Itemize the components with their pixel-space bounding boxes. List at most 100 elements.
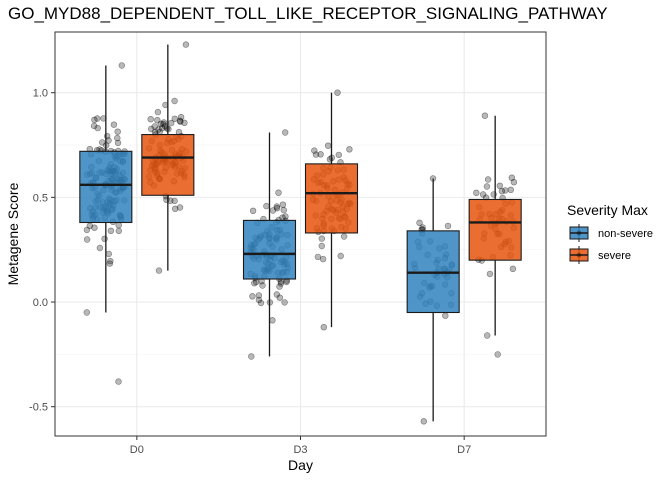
data-point bbox=[163, 125, 171, 132]
data-point bbox=[275, 189, 282, 196]
data-point bbox=[91, 224, 98, 231]
data-point bbox=[248, 353, 255, 360]
axes: -0.5 0.0 0.5 1.0 D0 D3 D7 bbox=[29, 88, 471, 456]
data-point bbox=[509, 265, 517, 272]
data-point bbox=[337, 252, 344, 260]
data-point bbox=[90, 122, 98, 130]
data-point bbox=[324, 142, 332, 149]
data-point bbox=[249, 293, 256, 300]
data-point bbox=[158, 124, 166, 132]
data-point bbox=[420, 418, 427, 425]
data-point bbox=[176, 204, 184, 211]
data-point bbox=[96, 244, 104, 252]
data-point bbox=[263, 202, 270, 210]
data-point bbox=[486, 270, 494, 278]
legend: Severity Max non-severe severe bbox=[567, 202, 653, 264]
legend-items: non-severe severe bbox=[569, 224, 653, 264]
y-axis-title: Metagene Score bbox=[5, 182, 21, 285]
box-non-severe-D7 bbox=[406, 178, 460, 422]
data-point bbox=[282, 129, 289, 136]
grid bbox=[55, 32, 546, 436]
data-point bbox=[282, 213, 289, 220]
data-point bbox=[269, 317, 276, 324]
data-point bbox=[101, 235, 108, 243]
data-point bbox=[151, 123, 158, 130]
data-point bbox=[259, 282, 266, 289]
data-point bbox=[419, 224, 426, 231]
data-point bbox=[273, 205, 281, 212]
data-point bbox=[483, 183, 491, 190]
data-point bbox=[115, 222, 122, 229]
box-severe-D0 bbox=[141, 44, 195, 271]
chart-title: GO_MYD88_DEPENDENT_TOLL_LIKE_RECEPTOR_SI… bbox=[8, 4, 608, 23]
data-point bbox=[114, 139, 122, 147]
data-point bbox=[340, 233, 348, 240]
data-point bbox=[154, 108, 162, 116]
data-point bbox=[314, 253, 322, 261]
box-non-severe-D3 bbox=[242, 132, 297, 357]
data-point bbox=[107, 227, 115, 235]
data-point bbox=[171, 97, 178, 105]
data-point bbox=[177, 113, 185, 121]
data-point bbox=[114, 134, 121, 142]
box-body bbox=[242, 219, 297, 280]
data-point bbox=[276, 283, 283, 290]
data-point bbox=[251, 280, 258, 287]
data-point bbox=[317, 151, 324, 158]
data-point bbox=[510, 179, 518, 186]
data-point bbox=[346, 146, 353, 153]
data-point bbox=[320, 324, 327, 331]
data-point bbox=[502, 187, 509, 194]
x-tick-label: D0 bbox=[130, 444, 144, 456]
legend-title: Severity Max bbox=[567, 202, 648, 218]
data-point bbox=[279, 201, 287, 208]
data-point bbox=[176, 117, 184, 125]
data-point bbox=[416, 219, 423, 227]
data-point bbox=[311, 147, 318, 154]
data-point bbox=[160, 120, 167, 128]
legend-key-point bbox=[576, 230, 582, 236]
data-point bbox=[444, 222, 452, 230]
legend-item-non-severe: non-severe bbox=[569, 224, 653, 242]
data-point bbox=[498, 188, 506, 195]
data-point bbox=[94, 124, 101, 132]
data-point bbox=[181, 119, 188, 127]
y-tick-label: 0.0 bbox=[33, 297, 48, 309]
data-point bbox=[481, 112, 489, 119]
data-point bbox=[115, 378, 122, 385]
data-point bbox=[257, 299, 265, 307]
data-point bbox=[160, 119, 168, 126]
legend-item-severe: severe bbox=[569, 246, 631, 264]
data-point bbox=[83, 309, 91, 316]
data-point bbox=[115, 227, 123, 235]
data-point bbox=[172, 205, 179, 213]
data-point bbox=[335, 151, 342, 159]
data-point bbox=[118, 62, 126, 69]
box-body bbox=[304, 163, 359, 234]
data-point bbox=[508, 174, 515, 181]
data-point bbox=[171, 115, 179, 123]
data-point bbox=[255, 292, 263, 299]
data-point bbox=[182, 41, 190, 48]
data-point bbox=[154, 116, 161, 124]
data-point bbox=[177, 118, 184, 125]
box-body bbox=[79, 150, 133, 224]
x-axis-title: Day bbox=[288, 457, 313, 473]
x-tick-label: D7 bbox=[457, 444, 471, 456]
box-body bbox=[468, 198, 522, 261]
data-point bbox=[161, 123, 169, 130]
x-tick-label: D3 bbox=[293, 444, 307, 456]
data-point bbox=[91, 116, 98, 124]
data-point bbox=[494, 351, 501, 358]
box-non-severe-D0 bbox=[79, 65, 133, 313]
data-point bbox=[83, 226, 91, 234]
data-point bbox=[484, 332, 491, 339]
data-point bbox=[273, 203, 280, 210]
data-point bbox=[171, 197, 178, 205]
box-severe-D3 bbox=[304, 92, 359, 328]
data-point bbox=[273, 291, 280, 298]
data-point bbox=[106, 260, 114, 267]
y-tick-label: 0.5 bbox=[33, 192, 48, 204]
data-point bbox=[147, 115, 154, 123]
